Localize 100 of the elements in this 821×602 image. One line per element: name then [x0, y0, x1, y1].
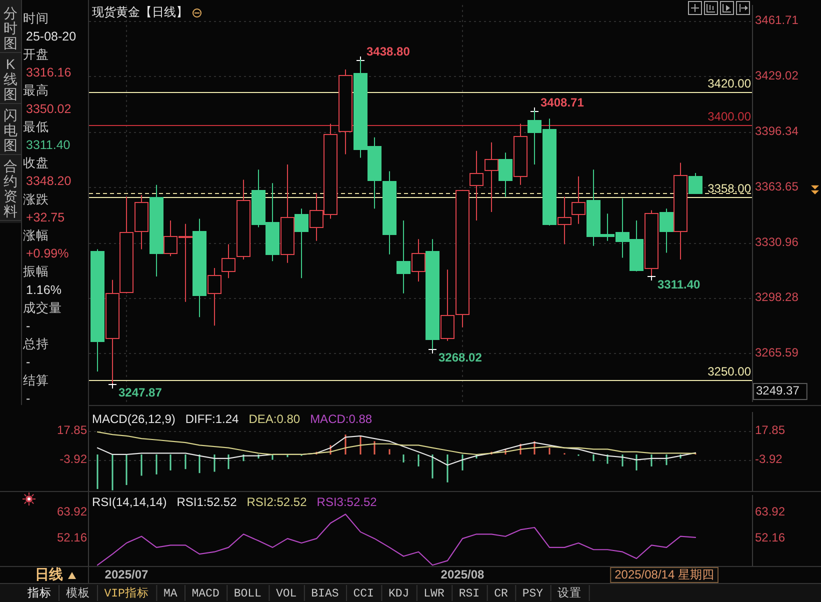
text: DIFF:1.24: [185, 412, 240, 426]
text: MA: [163, 588, 178, 601]
text: LWR: [424, 588, 444, 601]
text: 指标: [26, 586, 52, 601]
text: 结算: [23, 373, 49, 388]
candlestick: [150, 184, 164, 277]
y-tick-label: 63.92: [56, 504, 88, 518]
candlestick: [674, 162, 688, 260]
text: 开盘: [23, 47, 49, 62]
text: 涨幅: [23, 228, 49, 242]
text: PSY: [522, 588, 544, 601]
text: 总持: [22, 337, 49, 352]
text: 2025/08/14 星期四: [614, 568, 714, 582]
candlestick: [120, 196, 134, 294]
candlestick: [498, 152, 512, 198]
y-tick-label: 3429.02: [755, 68, 799, 82]
text: BIAS: [311, 588, 339, 601]
text: +0.99%: [26, 246, 69, 261]
candlestick: [514, 123, 528, 186]
text: 收盘: [23, 156, 49, 170]
legend-label: RSI1:52.52: [176, 495, 238, 510]
y-tick-label: 3298.28: [755, 290, 799, 304]
annotation: 3247.87: [118, 386, 162, 400]
series-label: MACD:0.88: [310, 412, 372, 426]
text: 时间: [23, 11, 49, 26]
line-series: [96, 514, 696, 566]
ref-line-label: 3358.00: [708, 182, 752, 196]
text: MACD: [192, 588, 220, 601]
text: KDJ: [388, 588, 410, 601]
annotation: 3268.02: [438, 350, 482, 365]
x-tick-label: 2025/07: [104, 568, 149, 582]
candlestick: [280, 164, 294, 264]
text: CCI: [353, 588, 374, 601]
text: -: [26, 318, 30, 333]
text: VIP指标: [104, 586, 149, 601]
annotation: 3408.71: [540, 96, 584, 110]
text: K线图: [4, 56, 18, 102]
text: 3348.20: [26, 174, 72, 188]
text: RSI: [458, 588, 480, 601]
text: 成交量: [23, 300, 62, 315]
annotation: 3311.40: [658, 278, 701, 292]
text: 3311.40: [26, 138, 70, 152]
text: 3249.37: [756, 384, 800, 398]
candlestick: [192, 218, 206, 318]
ref-line-label: 3250.00: [708, 364, 752, 378]
line-series: [96, 431, 696, 456]
text: CR: [494, 588, 508, 601]
ref-line-label: 3400.00: [708, 110, 752, 124]
candlestick: [470, 150, 484, 221]
x-tick-label: 2025/08: [440, 568, 485, 582]
y-tick-label: -3.92: [60, 452, 88, 466]
text: BOLL: [234, 588, 262, 601]
chart-title: RSI(14,14,14): [92, 495, 167, 510]
ref-line-label: 3420.00: [708, 76, 752, 90]
text: 合约资料: [4, 158, 18, 219]
text: 日线: [35, 566, 63, 582]
text: 3350.02: [26, 102, 72, 116]
text: 设置: [558, 586, 582, 601]
candlestick: [294, 208, 308, 279]
candlestick: [440, 269, 454, 342]
text: 25-08-20: [26, 29, 76, 44]
candlestick: [208, 267, 222, 326]
text: 分时图: [4, 5, 18, 51]
text: -: [26, 391, 30, 406]
text: 模板: [66, 586, 90, 601]
text: 涨跌: [23, 192, 49, 206]
text: DEA:0.80: [248, 412, 300, 426]
text: 最低: [23, 120, 49, 134]
candlestick: [338, 68, 352, 155]
y-tick-label: 3265.59: [755, 346, 799, 360]
text: -: [26, 355, 30, 370]
chart-title: MACD(26,12,9): [92, 412, 176, 426]
text: VOL: [276, 588, 297, 601]
candlestick: [222, 244, 236, 279]
y-tick-label: 17.85: [56, 422, 88, 437]
candlestick: [382, 170, 396, 255]
series-label: RSI3:52.52: [316, 495, 378, 510]
candlestick: [484, 142, 498, 212]
y-tick-label: 52.16: [56, 530, 88, 544]
candlestick: [90, 248, 104, 372]
candlestick: [236, 179, 250, 260]
candlestick: [412, 238, 426, 282]
candlestick: [134, 194, 148, 250]
legend-label: RSI2:52.52: [246, 495, 308, 510]
y-tick-label: 3363.65: [755, 179, 799, 194]
text: +32.75: [26, 210, 65, 224]
text: 1.16%: [26, 282, 62, 297]
candlestick: [396, 220, 410, 294]
text: 闪电图: [4, 107, 18, 153]
line-series: [96, 435, 696, 466]
y-tick-label: 3330.96: [755, 234, 799, 249]
candlestick: [660, 208, 674, 254]
y-tick-label: 3461.71: [755, 12, 799, 27]
chart-title: 现货黄金【日线】: [92, 5, 188, 20]
candlestick: [558, 196, 572, 245]
candlestick: [572, 176, 586, 224]
text: 最高: [23, 82, 49, 98]
annotation: 3438.80: [366, 44, 410, 59]
y-tick-label: 3396.34: [755, 124, 799, 138]
text: 3316.16: [26, 66, 72, 80]
